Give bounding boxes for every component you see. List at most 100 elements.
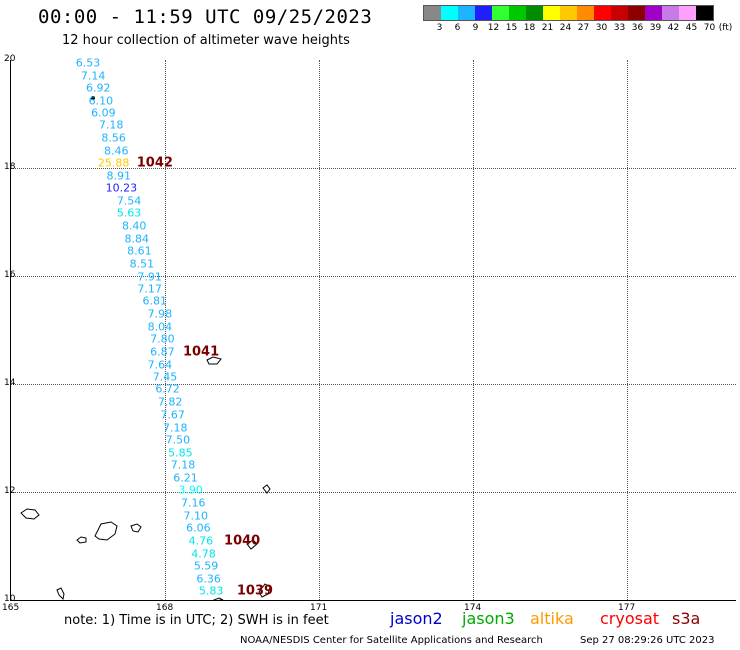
page-subtitle: 12 hour collection of altimeter wave hei… [62, 33, 350, 48]
island-outline [76, 536, 87, 544]
legend-tick-label: 42 [667, 23, 680, 33]
wave-height-label: 7.16 [180, 496, 206, 510]
wave-height-label: 6.36 [196, 572, 221, 586]
satellite-label-jason2: jason2 [390, 609, 443, 628]
grid-line-lon [473, 60, 474, 600]
wave-height-label: 7.14 [80, 69, 106, 83]
pressure-label: 1039 [236, 583, 274, 599]
footer-timestamp: Sep 27 08:29:26 UTC 2023 [580, 635, 715, 646]
wave-height-label: 8.51 [129, 257, 155, 271]
legend-swatch [611, 6, 628, 20]
legend-swatch [577, 6, 594, 20]
wave-height-label: 8.46 [103, 144, 129, 158]
island-outline [212, 597, 224, 600]
legend-swatch [645, 6, 662, 20]
wave-height-label: 7.50 [165, 433, 191, 447]
island-outlines [20, 96, 271, 600]
wave-height-label: 7.80 [150, 332, 175, 346]
wave-height-label: 7.54 [116, 194, 142, 208]
lon-label: 171 [310, 603, 328, 613]
wave-height-label: 8.40 [121, 219, 147, 233]
island-outline [130, 523, 142, 533]
island-outline [20, 508, 40, 520]
legend-tick-label: 15 [505, 23, 518, 33]
satellite-label-jason3: jason3 [462, 609, 515, 628]
wave-height-label: 8.84 [124, 232, 150, 246]
wave-height-label: 7.64 [147, 358, 173, 372]
wave-height-label: 3.90 [178, 483, 203, 497]
legend-tick-label: 18 [523, 23, 536, 33]
wave-height-label: 25.88 [97, 156, 130, 170]
lat-label: 16 [4, 270, 16, 280]
legend-tick-label: 33 [613, 23, 626, 33]
wave-height-label: 8.04 [147, 320, 173, 334]
island-outline [206, 356, 222, 365]
legend-swatch [679, 6, 696, 20]
grid-line-lat [11, 384, 736, 385]
island-outline [262, 484, 271, 494]
wave-height-label: 7.18 [98, 118, 124, 132]
legend-swatch [662, 6, 679, 20]
legend-tick-label: 9 [472, 23, 479, 33]
grid-line-lon [165, 60, 166, 600]
legend-tick-label: 30 [595, 23, 608, 33]
lon-label: 174 [464, 603, 482, 613]
page-title: 00:00 - 11:59 UTC 09/25/2023 [38, 6, 373, 28]
legend-swatch [509, 6, 526, 20]
wave-height-label: 8.61 [127, 244, 152, 258]
wave-height-label: 8.91 [106, 169, 132, 183]
wave-height-label: 8.56 [101, 131, 126, 145]
island-outline [94, 521, 118, 541]
wave-height-label: 5.83 [198, 584, 224, 598]
grid-line-lon [627, 60, 628, 600]
lat-label: 20 [4, 54, 16, 64]
legend-swatch [696, 6, 713, 20]
legend-tick-label: 70 [703, 23, 716, 33]
wave-height-label: 7.18 [163, 421, 188, 435]
lon-label: 168 [156, 603, 174, 613]
legend-unit: (ft) [718, 23, 733, 33]
wave-height-label: 6.21 [173, 471, 198, 485]
wave-height-label: 7.67 [160, 408, 185, 422]
color-legend: 3 6 9 12 15 18 21 24 27 30 33 36 39 42 45 70 (ft) [423, 5, 733, 35]
legend-swatch [543, 6, 560, 20]
wave-height-label: 7.10 [183, 509, 209, 523]
legend-swatch [441, 6, 458, 20]
lon-label: 177 [618, 603, 636, 613]
wave-height-label: 6.09 [91, 106, 116, 120]
wave-height-label: 4.78 [191, 547, 216, 561]
legend-swatch [492, 6, 509, 20]
legend-swatch [560, 6, 577, 20]
wave-height-label: 6.92 [86, 81, 111, 95]
legend-tick-label: 12 [487, 23, 500, 33]
grid-line-lat [11, 492, 736, 493]
wave-height-label: 6.06 [186, 521, 211, 535]
footer-note: note: 1) Time is in UTC; 2) SWH is in fe… [64, 613, 329, 628]
wave-height-label: 5.63 [116, 206, 142, 220]
wave-height-label: 7.82 [157, 395, 183, 409]
lat-label: 10 [4, 594, 16, 604]
satellite-label-s3a: s3a [672, 609, 701, 628]
wave-height-label: 6.81 [142, 294, 167, 308]
wave-height-label: 6.53 [75, 56, 101, 70]
wave-height-label: 5.59 [193, 559, 219, 573]
pressure-label: 1042 [136, 155, 173, 171]
legend-tick-label: 3 [436, 23, 443, 33]
satellite-label-cryosat: cryosat [600, 609, 660, 628]
wave-height-label: 7.17 [137, 282, 162, 296]
island-outline [56, 587, 65, 600]
legend-tick-label: 39 [649, 23, 662, 33]
legend-swatch [594, 6, 611, 20]
wave-height-label: 10.23 [105, 181, 138, 195]
wave-height-label: 6.87 [150, 345, 175, 359]
satellite-label-altika: altika [530, 609, 574, 628]
wave-height-label: 6.72 [155, 382, 180, 396]
lat-label: 18 [4, 162, 16, 172]
wave-height-label: 7.18 [170, 458, 196, 472]
legend-labels: 3 6 9 12 15 18 21 24 27 30 33 36 39 42 45 70 (ft) [423, 21, 733, 35]
grid-line-lat [11, 168, 736, 169]
legend-swatches [423, 5, 714, 21]
island-dot [91, 96, 95, 100]
legend-swatch [424, 6, 441, 20]
island-outline [258, 583, 271, 598]
